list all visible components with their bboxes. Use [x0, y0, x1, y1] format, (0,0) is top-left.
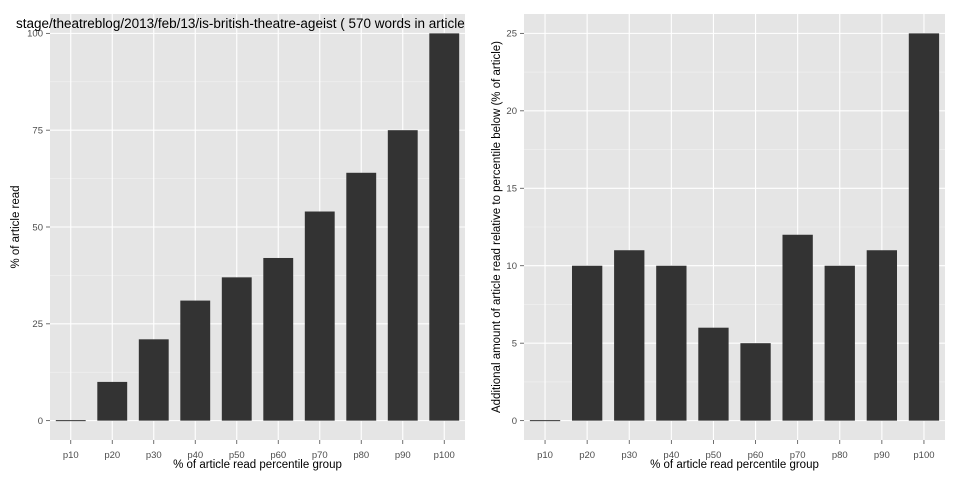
x-tick-label: p100	[913, 450, 934, 461]
x-axis-title: % of article read percentile group	[173, 459, 342, 471]
x-tick-label: p90	[395, 450, 411, 461]
y-tick-label: 15	[506, 184, 517, 195]
x-tick-label: p30	[146, 450, 162, 461]
bar-p40	[180, 300, 211, 421]
y-tick-label: 0	[38, 416, 43, 427]
y-tick-label: 5	[512, 338, 517, 349]
x-tick-label: p20	[579, 450, 595, 461]
chart-left: 0 25 50 75 100 p10 p20 p30 p40 p50 p60 p70 p80 p90 p10…	[10, 14, 465, 471]
x-tick-label: p70	[312, 450, 328, 461]
bar-p10	[529, 420, 561, 422]
x-tick-label: p10	[63, 450, 79, 461]
y-tick-label: 25	[32, 319, 43, 330]
x-axis-title: % of article read percentile group	[650, 459, 819, 471]
bar-p60	[263, 257, 294, 421]
chart-title: stage/theatreblog/2013/feb/13/is-british…	[16, 16, 465, 31]
x-tick-label: p80	[353, 450, 369, 461]
x-tick-label: p50	[706, 450, 722, 461]
bar-p100	[429, 33, 460, 421]
x-tick-label: p20	[104, 450, 120, 461]
y-tick-label: 75	[32, 125, 43, 136]
x-tick-label: p10	[537, 450, 553, 461]
y-tick-label: 25	[506, 29, 517, 40]
bar-p20	[571, 265, 603, 421]
x-tick-label: p40	[187, 450, 203, 461]
y-tick-label: 20	[506, 106, 517, 117]
x-tick-label: p60	[748, 450, 764, 461]
x-tick-label: p80	[832, 450, 848, 461]
bar-p70	[782, 234, 813, 421]
chart-right: 0 5 10 15 20 25 p10 p20 p30 p40 p50 p60 p70 p80 p90 p10…	[491, 14, 945, 471]
x-tick-label: p60	[270, 450, 286, 461]
bar-p40	[656, 265, 687, 421]
y-tick-label: 0	[512, 416, 517, 427]
y-axis-title: % of article read	[10, 185, 22, 268]
bar-p20	[97, 381, 128, 421]
x-tick-label: p90	[874, 450, 890, 461]
x-tick-label: p70	[790, 450, 806, 461]
bar-p50	[221, 277, 252, 421]
y-tick-label: 50	[32, 222, 43, 233]
x-tick-label: p100	[434, 450, 455, 461]
bar-p80	[346, 172, 377, 421]
bar-p70	[304, 211, 335, 421]
x-tick-label: p40	[663, 450, 679, 461]
y-tick-label: 10	[506, 261, 517, 272]
bar-p80	[824, 265, 855, 421]
y-axis-title: Additional amount of article read relati…	[491, 41, 503, 413]
bar-p50	[698, 327, 729, 421]
bar-p90	[866, 250, 898, 421]
y-tick-label: 100	[27, 29, 43, 40]
bar-p60	[740, 343, 771, 421]
x-tick-label: p30	[621, 450, 637, 461]
bar-p30	[138, 339, 169, 421]
x-tick-label: p50	[229, 450, 245, 461]
bar-p30	[614, 250, 645, 421]
bar-p100	[908, 33, 940, 421]
bar-p10	[55, 420, 86, 422]
bar-p90	[387, 130, 418, 421]
